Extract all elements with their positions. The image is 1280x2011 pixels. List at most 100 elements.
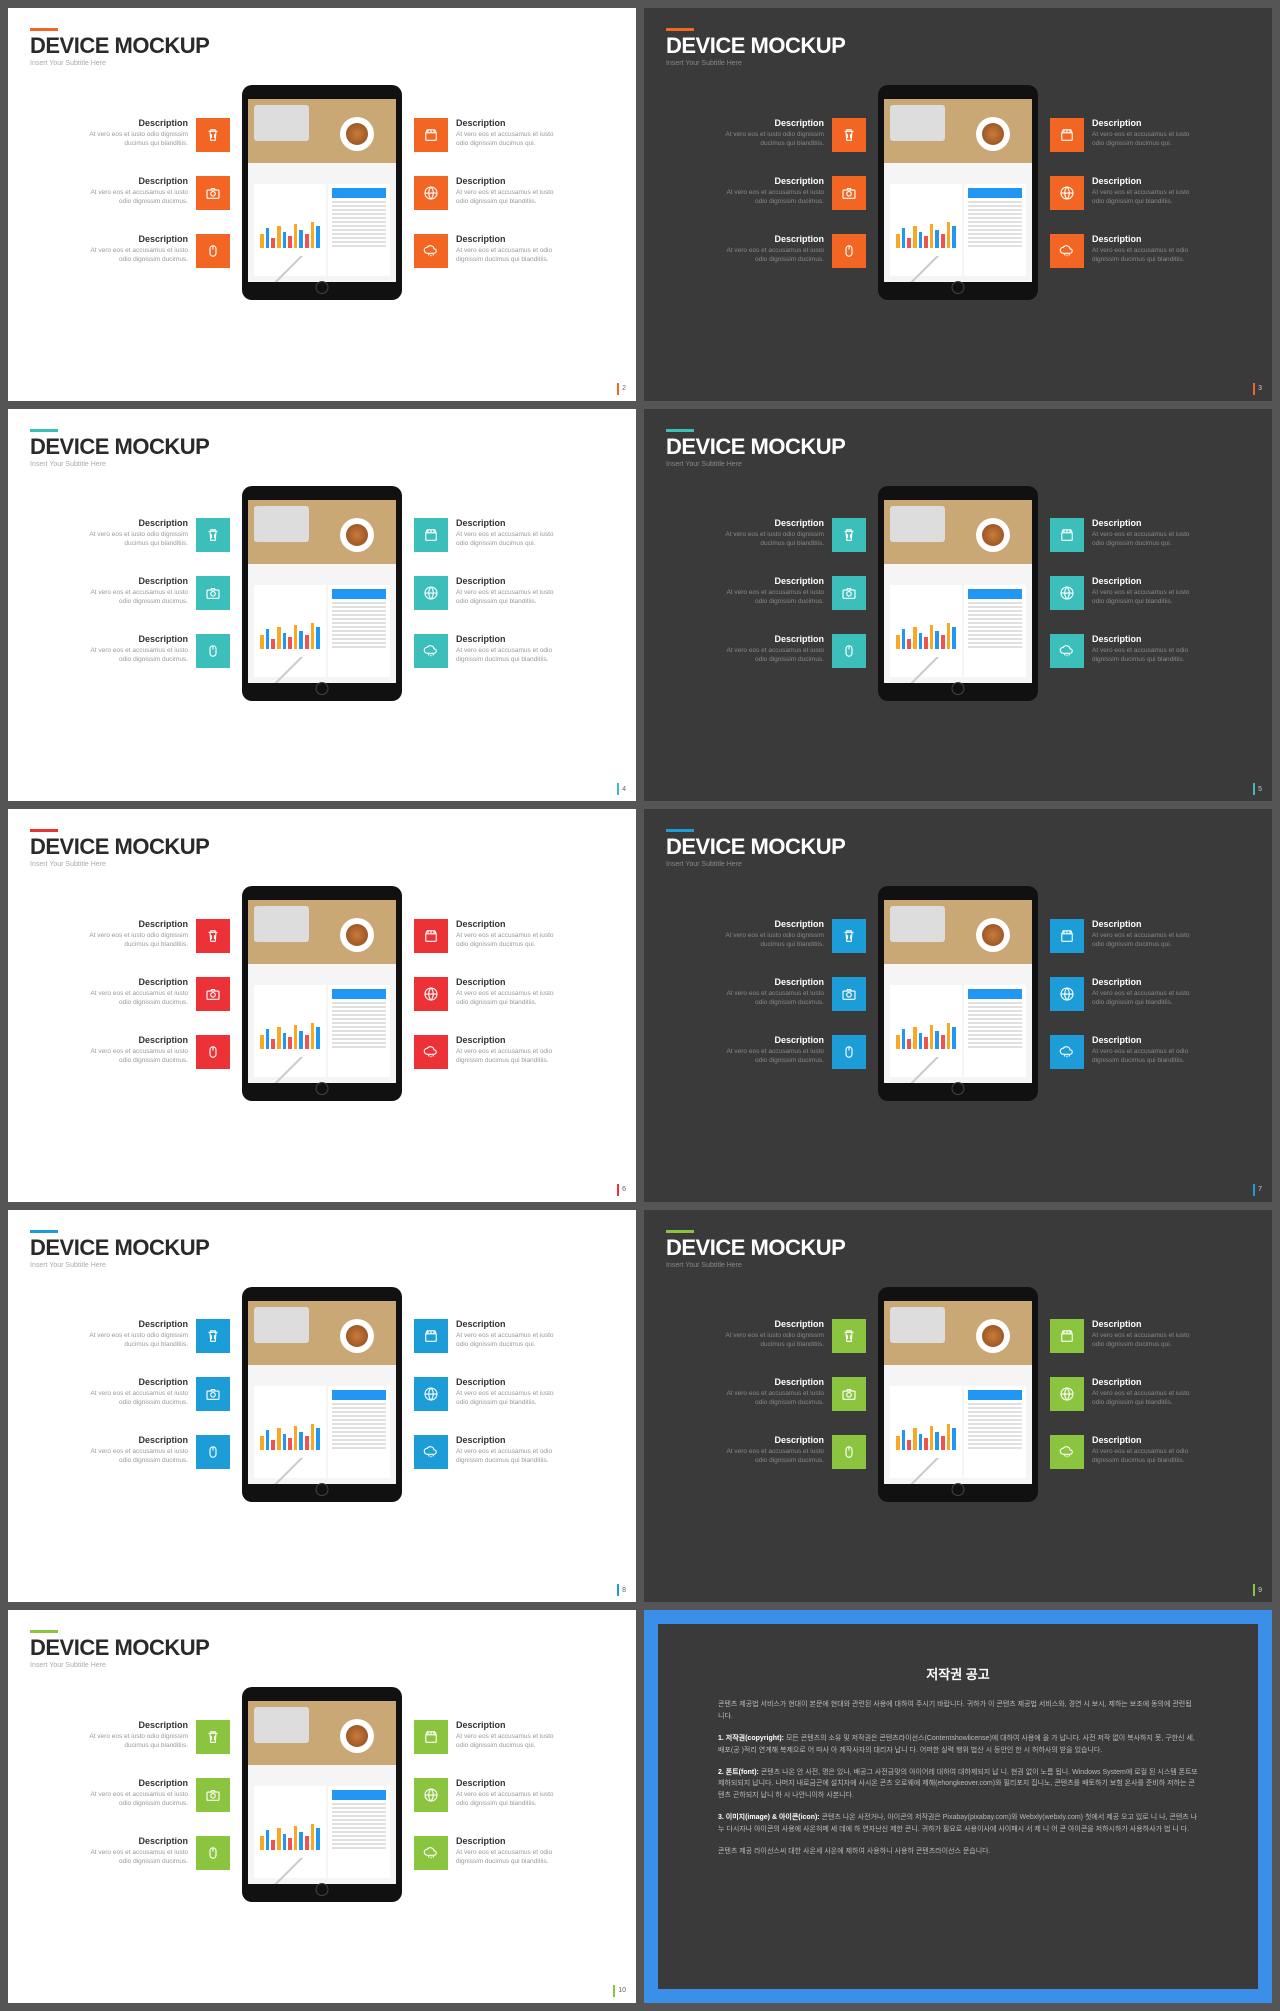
feature-item: Description At vero eos et accusamus et … xyxy=(414,118,564,152)
feature-item: Description At vero eos et accusamus et … xyxy=(1050,1377,1200,1411)
feature-item: Description At vero eos et accusamus et … xyxy=(80,576,230,610)
item-desc: At vero eos et accusamus et iusto odio d… xyxy=(80,588,188,606)
item-desc: At vero eos et accusamus et iusto odio d… xyxy=(716,646,824,664)
slide-subtitle: Insert Your Subtitle Here xyxy=(30,60,614,67)
notice-para: 3. 이미지(image) & 아이콘(icon): 콘텐츠 나온 사전거나, … xyxy=(718,1812,1198,1836)
item-title: Description xyxy=(456,1319,564,1329)
feature-item: Description At vero eos et accusamus et … xyxy=(716,576,866,610)
globe-icon xyxy=(1050,176,1084,210)
item-desc: At vero eos et accusamus et iusto odio d… xyxy=(456,931,564,949)
item-desc: At vero eos et accusamus et iusto odio d… xyxy=(456,989,564,1007)
feature-item: Description At vero eos et accusamus et … xyxy=(414,634,564,668)
feature-item: Description At vero eos et iusto odio di… xyxy=(716,518,866,552)
left-column: Description At vero eos et iusto odio di… xyxy=(716,1319,866,1469)
item-desc: At vero eos et accusamus et odio digniss… xyxy=(456,646,564,664)
slide: DEVICE MOCKUP Insert Your Subtitle Here … xyxy=(8,809,636,1202)
item-title: Description xyxy=(1092,919,1200,929)
trash-icon xyxy=(196,1319,230,1353)
item-title: Description xyxy=(80,1319,188,1329)
item-title: Description xyxy=(1092,1377,1200,1387)
item-title: Description xyxy=(456,234,564,244)
item-desc: At vero eos et accusamus et iusto odio d… xyxy=(716,1047,824,1065)
clap-icon xyxy=(414,118,448,152)
tablet-mockup xyxy=(242,486,402,701)
mouse-icon xyxy=(832,634,866,668)
left-column: Description At vero eos et iusto odio di… xyxy=(80,1720,230,1870)
item-title: Description xyxy=(80,1435,188,1445)
slide-title: DEVICE MOCKUP xyxy=(30,434,614,460)
item-desc: At vero eos et accusamus et iusto odio d… xyxy=(456,1331,564,1349)
globe-icon xyxy=(414,176,448,210)
slide-title: DEVICE MOCKUP xyxy=(30,1635,614,1661)
item-title: Description xyxy=(80,634,188,644)
item-title: Description xyxy=(456,919,564,929)
mouse-icon xyxy=(832,1435,866,1469)
item-title: Description xyxy=(716,634,824,644)
item-title: Description xyxy=(716,118,824,128)
item-desc: At vero eos et accusamus et iusto odio d… xyxy=(456,188,564,206)
item-title: Description xyxy=(716,1377,824,1387)
accent-bar xyxy=(30,28,58,31)
item-title: Description xyxy=(1092,1035,1200,1045)
left-column: Description At vero eos et iusto odio di… xyxy=(80,518,230,668)
item-desc: At vero eos et accusamus et iusto odio d… xyxy=(1092,530,1200,548)
trash-icon xyxy=(832,118,866,152)
right-column: Description At vero eos et accusamus et … xyxy=(1050,919,1200,1069)
globe-icon xyxy=(414,1778,448,1812)
mouse-icon xyxy=(832,234,866,268)
item-desc: At vero eos et accusamus et iusto odio d… xyxy=(456,130,564,148)
page-number: 9 xyxy=(1253,1584,1262,1596)
copyright-notice: 저작권 공고 콘텐츠 제공법 서비스가 현대이 본문에 현대와 관련된 사용에 … xyxy=(644,1610,1272,2003)
page-number: 4 xyxy=(617,783,626,795)
item-title: Description xyxy=(1092,234,1200,244)
feature-item: Description At vero eos et iusto odio di… xyxy=(716,118,866,152)
feature-item: Description At vero eos et accusamus et … xyxy=(414,1778,564,1812)
feature-item: Description At vero eos et accusamus et … xyxy=(80,1836,230,1870)
camera-icon xyxy=(196,1778,230,1812)
trash-icon xyxy=(196,118,230,152)
slide: DEVICE MOCKUP Insert Your Subtitle Here … xyxy=(8,8,636,401)
cloud-icon xyxy=(1050,634,1084,668)
item-desc: At vero eos et accusamus et iusto odio d… xyxy=(80,989,188,1007)
slide-title: DEVICE MOCKUP xyxy=(666,834,1250,860)
feature-item: Description At vero eos et accusamus et … xyxy=(716,977,866,1011)
feature-item: Description At vero eos et accusamus et … xyxy=(1050,977,1200,1011)
feature-item: Description At vero eos et accusamus et … xyxy=(80,1035,230,1069)
item-title: Description xyxy=(1092,518,1200,528)
cloud-icon xyxy=(414,1035,448,1069)
item-title: Description xyxy=(80,1720,188,1730)
trash-icon xyxy=(832,919,866,953)
item-desc: At vero eos et accusamus et iusto odio d… xyxy=(1092,588,1200,606)
item-title: Description xyxy=(80,977,188,987)
item-desc: At vero eos et accusamus et iusto odio d… xyxy=(716,246,824,264)
trash-icon xyxy=(196,1720,230,1754)
item-title: Description xyxy=(716,919,824,929)
item-title: Description xyxy=(456,118,564,128)
mouse-icon xyxy=(196,1836,230,1870)
accent-bar xyxy=(30,429,58,432)
trash-icon xyxy=(832,518,866,552)
page-number: 5 xyxy=(1253,783,1262,795)
item-title: Description xyxy=(456,977,564,987)
item-desc: At vero eos et accusamus et iusto odio d… xyxy=(1092,931,1200,949)
item-desc: At vero eos et iusto odio dignissim duci… xyxy=(716,1331,824,1349)
feature-item: Description At vero eos et accusamus et … xyxy=(80,1778,230,1812)
slide-title: DEVICE MOCKUP xyxy=(30,1235,614,1261)
feature-item: Description At vero eos et iusto odio di… xyxy=(80,518,230,552)
tablet-mockup xyxy=(878,1287,1038,1502)
slide-title: DEVICE MOCKUP xyxy=(666,434,1250,460)
item-desc: At vero eos et accusamus et iusto odio d… xyxy=(716,188,824,206)
accent-bar xyxy=(666,1230,694,1233)
item-desc: At vero eos et accusamus et iusto odio d… xyxy=(80,646,188,664)
feature-item: Description At vero eos et accusamus et … xyxy=(1050,1435,1200,1469)
item-desc: At vero eos et accusamus et iusto odio d… xyxy=(80,188,188,206)
item-title: Description xyxy=(456,1435,564,1445)
cloud-icon xyxy=(414,1435,448,1469)
feature-item: Description At vero eos et accusamus et … xyxy=(80,977,230,1011)
mouse-icon xyxy=(196,1435,230,1469)
left-column: Description At vero eos et iusto odio di… xyxy=(716,118,866,268)
cloud-icon xyxy=(414,634,448,668)
feature-item: Description At vero eos et accusamus et … xyxy=(1050,176,1200,210)
item-title: Description xyxy=(1092,1435,1200,1445)
item-title: Description xyxy=(1092,176,1200,186)
